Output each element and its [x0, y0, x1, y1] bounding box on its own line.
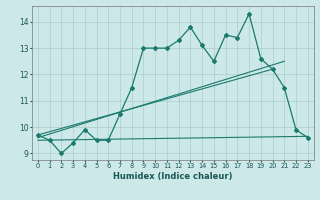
X-axis label: Humidex (Indice chaleur): Humidex (Indice chaleur)	[113, 172, 233, 181]
